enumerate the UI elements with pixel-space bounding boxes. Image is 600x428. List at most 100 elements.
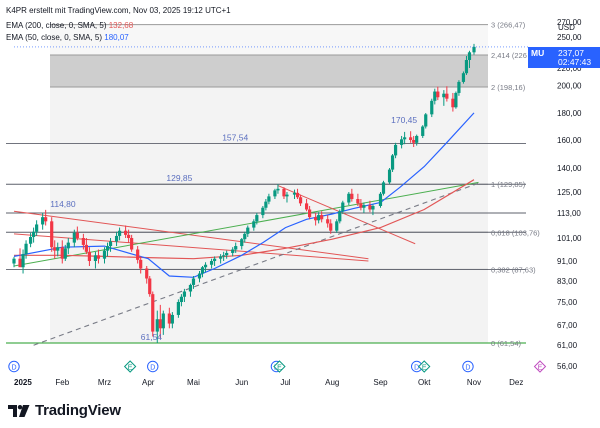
last-price: 237,07: [558, 48, 584, 58]
candle: [203, 262, 208, 273]
fib-level-label: 0 (61,54): [491, 339, 522, 348]
candle-body: [72, 232, 76, 243]
fib-level-label: 3 (266,47): [491, 21, 526, 30]
ema200-label: EMA (200, close, 0, SMA, 5): [6, 21, 107, 30]
candle-body: [304, 203, 309, 210]
event-marker-label: D: [150, 364, 155, 371]
candle: [108, 238, 113, 252]
candle: [127, 229, 131, 243]
candle-body: [56, 247, 60, 251]
candle-body: [75, 232, 79, 238]
x-axis-tick-label: Jun: [235, 378, 248, 387]
candle: [320, 211, 324, 223]
candle-body: [12, 258, 16, 264]
candle: [158, 304, 162, 339]
y-axis-tick-label: 61,00: [557, 341, 578, 350]
candle: [350, 188, 354, 202]
candle-body: [359, 203, 363, 208]
y-axis-tick-label: 125,00: [557, 188, 582, 197]
candle: [415, 134, 419, 146]
candle-body: [148, 278, 152, 295]
event-marker-dividend: D: [8, 360, 20, 373]
candle: [231, 247, 235, 257]
candle-body: [424, 114, 428, 127]
candle: [176, 299, 180, 318]
candle: [467, 50, 472, 68]
candle-body: [117, 230, 122, 236]
candle-body: [179, 296, 184, 302]
candle: [362, 202, 366, 213]
candle-body: [151, 294, 155, 332]
candle-body: [285, 194, 289, 197]
candle-body: [188, 284, 193, 292]
candle: [252, 219, 256, 231]
candle-body: [176, 302, 180, 315]
fib-level-label: 0,618 (103,76): [491, 228, 540, 237]
ema50-legend[interactable]: EMA (50, close, 0, SMA, 5) 180,07: [6, 33, 129, 42]
candle-body: [415, 135, 419, 143]
candle-body: [298, 197, 303, 204]
price-annotation: 170,45: [391, 115, 417, 125]
candle-body: [464, 60, 469, 74]
trendline-upper-falling: [13, 210, 369, 260]
x-axis-tick-label: Aug: [325, 378, 339, 387]
candle: [222, 251, 226, 261]
earnings-icon: [533, 360, 547, 373]
candle: [28, 232, 33, 248]
candle: [56, 242, 60, 257]
candle: [84, 238, 88, 255]
candle-body: [308, 209, 312, 218]
y-axis-tick-label: 67,00: [557, 321, 578, 330]
event-marker-label: E: [422, 364, 427, 371]
candle: [234, 242, 238, 253]
candle: [433, 88, 437, 105]
candle-body: [243, 233, 247, 240]
candle: [368, 200, 372, 213]
candle-body: [108, 241, 113, 247]
dividend-icon: [8, 360, 20, 373]
y-axis-tick-label: 250,00: [557, 33, 582, 42]
candle: [179, 294, 184, 307]
candle-body: [368, 205, 372, 210]
bar-countdown: 02:47:43: [558, 57, 592, 67]
event-marker-label: D: [11, 364, 16, 371]
x-axis-tick-label: Nov: [467, 378, 481, 387]
candle-body: [421, 126, 425, 136]
candle-body: [182, 291, 187, 297]
candle: [81, 233, 85, 250]
x-axis-tick-label: 2025: [14, 378, 32, 387]
candle-body: [222, 255, 226, 257]
candle-body: [371, 206, 375, 210]
candle: [378, 192, 383, 208]
candle: [212, 256, 217, 266]
tradingview-logo-icon: [8, 404, 30, 417]
candle: [261, 206, 265, 219]
event-marker-label: E: [538, 364, 543, 371]
candle-body: [84, 244, 88, 252]
candle-body: [102, 250, 107, 259]
candle: [96, 249, 101, 264]
candle-body: [341, 202, 345, 212]
candle: [298, 194, 303, 206]
candle: [273, 188, 277, 199]
candle-body: [454, 92, 458, 108]
candle-body: [32, 231, 36, 237]
y-axis-tick-label: 140,00: [557, 164, 582, 173]
candle: [243, 231, 247, 243]
tradingview-logo[interactable]: TradingView: [8, 402, 121, 419]
candle-body: [433, 91, 437, 101]
x-axis-tick-label: Feb: [55, 378, 69, 387]
y-axis-tick-label: 220,00: [557, 64, 582, 73]
candle-body: [252, 221, 256, 228]
candle: [424, 113, 428, 129]
candle: [387, 168, 392, 184]
ema200-legend[interactable]: EMA (200, close, 0, SMA, 5) 132,68: [6, 21, 133, 30]
y-axis-tick-label: 101,00: [557, 234, 582, 243]
event-marker-label: D: [414, 364, 419, 371]
event-marker-dividend: D: [462, 360, 474, 373]
candle-body: [63, 248, 67, 259]
candle-body: [292, 192, 297, 195]
candle-body: [136, 249, 140, 260]
candle-body: [445, 93, 449, 99]
